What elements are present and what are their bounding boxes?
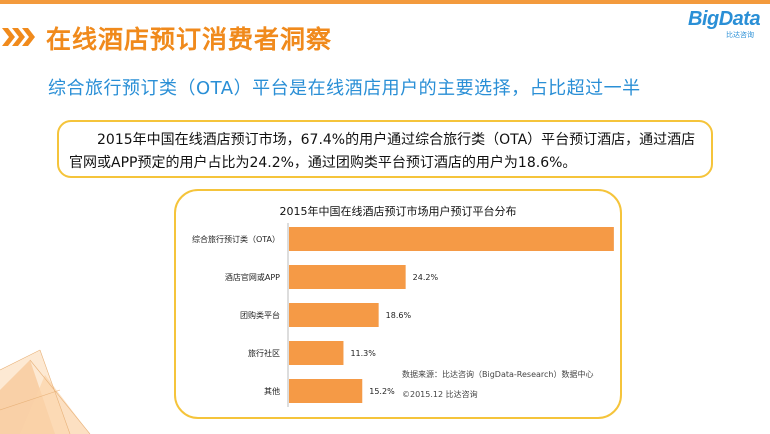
bigdata-logo: BigData 比达咨询 [688,8,768,42]
chart-panel: 2015年中国在线酒店预订市场用户预订平台分布 综合旅行预订类（OTA）67.4… [174,189,622,419]
value-label: 15.2% [369,387,395,396]
summary-text: 2015年中国在线酒店预订市场，67.4%的用户通过综合旅行类（OTA）平台预订… [69,132,696,171]
value-label: 18.6% [386,311,412,320]
value-label: 11.3% [350,349,376,358]
category-label: 酒店官网或APP [225,272,280,282]
bar [289,379,363,403]
slide-subtitle: 综合旅行预订类（OTA）平台是在线酒店用户的主要选择，占比超过一半 [48,78,641,99]
slide-title: 在线酒店预订消费者洞察 [46,25,333,54]
bar [289,227,614,251]
category-label: 综合旅行预订类（OTA） [192,234,280,244]
top-accent-rule [0,0,770,4]
logo-subtext: 比达咨询 [726,31,754,39]
bar-chart: 综合旅行预订类（OTA）67.4%酒店官网或APP24.2%团购类平台18.6%… [192,223,614,407]
decorative-polygon-graphic [0,349,91,434]
value-label: 24.2% [413,273,439,282]
logo-wordmark: BigData [688,8,761,30]
chevron-arrows-icon [2,28,35,46]
chart-title: 2015年中国在线酒店预订市场用户预订平台分布 [279,205,517,218]
chart-source: 数据来源：比达咨询（BigData-Research）数据中心 [402,370,594,379]
bar [289,265,406,289]
summary-box: 2015年中国在线酒店预订市场，67.4%的用户通过综合旅行类（OTA）平台预订… [57,120,713,178]
bar [289,341,344,365]
chart-copyright: ©2015.12 比达咨询 [402,390,478,399]
category-label: 团购类平台 [240,310,280,320]
bar [289,303,379,327]
category-label: 旅行社区 [248,348,280,358]
category-label: 其他 [264,386,280,396]
